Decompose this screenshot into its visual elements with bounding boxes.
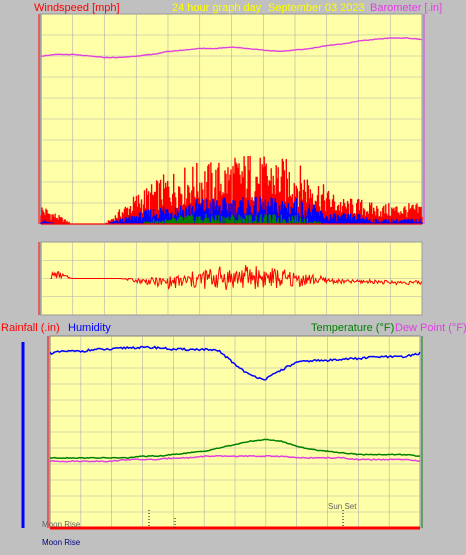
direction-grid [41,241,423,316]
direction-panel [38,241,423,316]
chart-date: September 03 2023 [268,2,365,14]
chart-title: 24 hour graph day [172,2,262,14]
rain-humidity-temp-series [49,345,421,463]
direction-series [50,265,423,290]
windspeed-label: Windspeed [mph] [34,2,120,14]
direction-series [50,265,423,290]
temperature-label: Temperature (°F) [311,322,394,334]
sun-set-label: Sun Set [328,502,357,511]
dewpoint-series [49,454,421,463]
rain-humidity-axis [21,336,49,528]
barometer-label: Barometer [.in] [370,2,442,14]
wind-barometer-panel [38,13,425,225]
barometer-series [40,36,423,59]
humidity-series [49,345,421,381]
temperature-series [49,438,421,460]
moon-rise-label-2: Moon Rise [42,538,81,547]
wind-series [40,36,423,225]
moon-rise-label-1: Moon Rise [42,520,81,529]
wind-low-series [143,213,322,224]
humidity-label: Humidity [68,322,111,334]
dewpoint-label: Dew Point (°F) [395,322,466,334]
rainfall-label: Rainfall (.in) [1,322,60,334]
wind-average-series [40,196,423,224]
rain-humidity-temp-panel: Moon Rise Moon Rise Sun Set [21,335,423,547]
